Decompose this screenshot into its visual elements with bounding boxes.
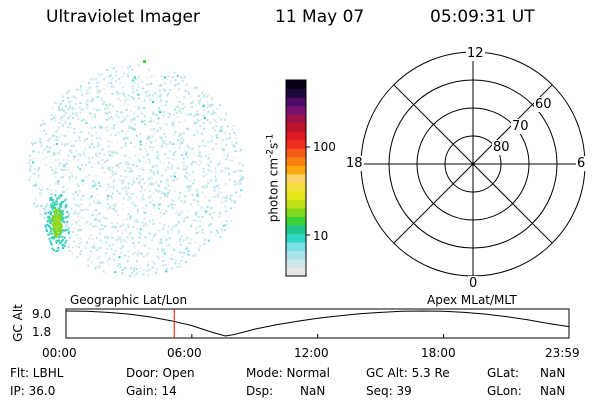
lat-label-60: 60 [534, 97, 553, 112]
status-glon-value: NaN [540, 384, 566, 398]
colorbar-segment [286, 105, 306, 115]
timeline-x-tick-label: 00:00 [42, 346, 77, 360]
mlt-label-12: 12 [466, 46, 485, 61]
mlt-label-0: 0 [468, 276, 479, 291]
colorbar-frame [285, 79, 307, 277]
colorbar-segment [286, 182, 306, 192]
status-seq: Seq: 39 [366, 384, 412, 398]
apex-label: Apex MLat/MLT [427, 293, 517, 307]
colorbar-segment [286, 258, 306, 269]
geographic-label: Geographic Lat/Lon [70, 293, 188, 307]
status-dsp-value: NaN [300, 384, 326, 398]
colorbar-segment [286, 233, 306, 243]
colorbar-segment [286, 199, 306, 209]
status-ip: IP: 36.0 [10, 384, 56, 398]
status-glat-value: NaN [540, 366, 566, 380]
time-label: 05:09:31 UT [430, 7, 535, 27]
colorbar [285, 79, 310, 277]
colorbar-tick-label: 10 [313, 229, 329, 243]
colorbar-segment [286, 114, 306, 124]
colorbar-segment [286, 80, 306, 90]
colorbar-segment [286, 173, 306, 183]
colorbar-segment [286, 250, 306, 260]
timeline-x-ticks [65, 334, 570, 338]
timeline-x-tick-label: 12:00 [294, 346, 329, 360]
status-door: Door: Open [126, 366, 195, 380]
polar-grid [360, 51, 586, 277]
colorbar-segment [286, 97, 306, 107]
units-superscript: -2 [265, 148, 276, 158]
colorbar-segment [286, 156, 306, 166]
timeline-y-tick: 9.0 [32, 307, 52, 321]
colorbar-segment [286, 190, 306, 200]
status-gc-alt: GC Alt: 5.3 Re [366, 366, 450, 380]
status-glat-label: GLat: [487, 366, 520, 380]
mlt-label-18: 18 [345, 156, 364, 171]
colorbar-segment [286, 207, 306, 217]
lat-label-80: 80 [492, 140, 511, 155]
timeline-x-tick-label: 18:00 [421, 346, 456, 360]
units-superscript: -1 [265, 133, 276, 143]
colorbar-segment [286, 267, 306, 277]
status-dsp-label: Dsp: [246, 384, 274, 398]
timeline-x-tick-label: 06:00 [167, 346, 202, 360]
units-text: s [266, 142, 281, 149]
mlt-label-6: 6 [576, 156, 587, 171]
colorbar-units-label: photon cm-2s-1 [266, 134, 281, 223]
colorbar-segment [286, 165, 306, 175]
altitude-timeline [65, 308, 570, 339]
auroral-image-disk [27, 60, 245, 277]
colorbar-tick-label: 100 [313, 140, 336, 154]
units-text: photon cm [266, 157, 281, 223]
instrument-title: Ultraviolet Imager [46, 7, 200, 27]
altitude-line [65, 310, 570, 337]
colorbar-segment [286, 139, 306, 149]
colorbar-segment [286, 148, 306, 158]
colorbar-segment [286, 88, 306, 98]
status-glon-label: GLon: [487, 384, 522, 398]
timeline-frame [65, 308, 570, 339]
timeline-x-tick-label: 23:59 [545, 346, 580, 360]
timeline-y-tick: 1.8 [32, 325, 52, 339]
colorbar-segment [286, 122, 306, 132]
lat-label-70: 70 [511, 119, 530, 134]
colorbar-segment [286, 241, 306, 252]
status-gain: Gain: 14 [126, 384, 177, 398]
status-mode: Mode: Normal [246, 366, 330, 380]
date-label: 11 May 07 [275, 7, 365, 27]
colorbar-segment [286, 131, 306, 141]
timeline-axis-label: GC Alt [11, 304, 25, 342]
colorbar-segment [286, 216, 306, 226]
polar-diagonal-b [393, 84, 553, 244]
status-flt: Flt: LBHL [10, 366, 64, 380]
colorbar-segment [286, 224, 306, 234]
